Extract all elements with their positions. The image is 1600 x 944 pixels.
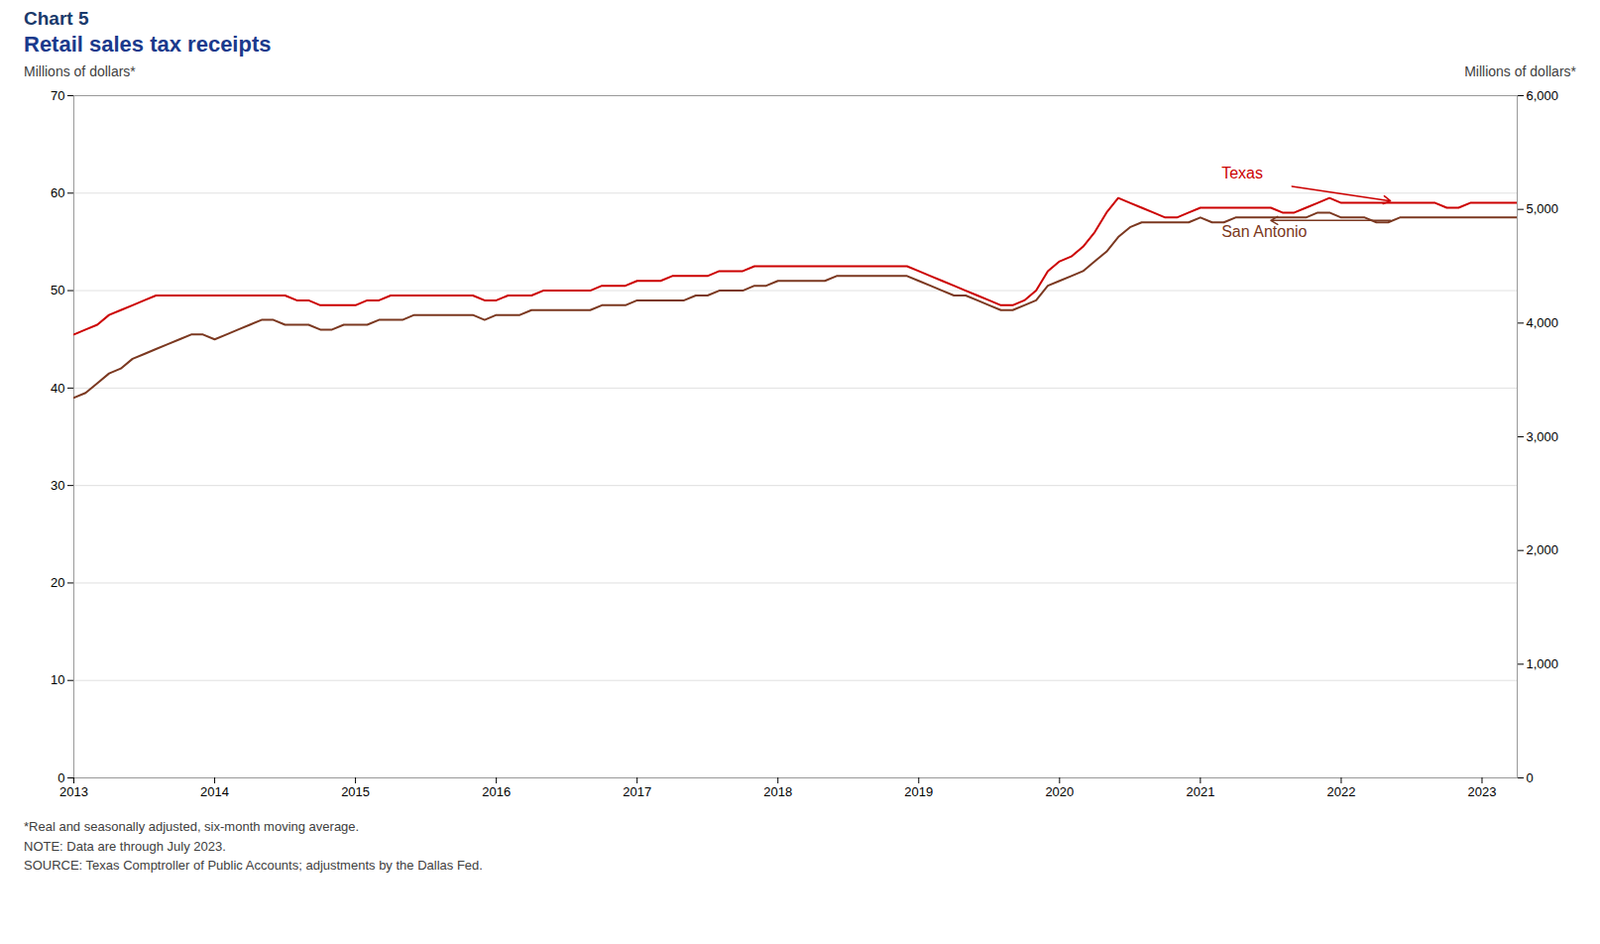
svg-text:1,000: 1,000	[1526, 656, 1560, 672]
svg-text:2020: 2020	[1044, 784, 1074, 800]
svg-text:0: 0	[57, 770, 65, 786]
svg-text:2023: 2023	[1468, 784, 1497, 800]
svg-text:2017: 2017	[622, 784, 652, 800]
html-text:Millions of dollars*: Millions of dollars*	[1464, 63, 1577, 80]
svg-text:2019: 2019	[904, 784, 933, 800]
svg-text:0: 0	[1526, 770, 1534, 786]
svg-text:2015: 2015	[341, 784, 370, 800]
svg-text:2014: 2014	[200, 784, 229, 800]
svg-text:6,000: 6,000	[1526, 88, 1560, 104]
svg-text:50: 50	[50, 282, 65, 298]
svg-text:Texas: Texas	[1221, 164, 1263, 182]
svg-text:10: 10	[50, 672, 65, 687]
svg-text:70: 70	[50, 88, 65, 104]
svg-text:2016: 2016	[481, 784, 511, 800]
svg-text:5,000: 5,000	[1526, 201, 1560, 217]
svg-text:30: 30	[50, 477, 65, 493]
html-text:Chart 5: Chart 5	[23, 7, 89, 29]
html-text:Millions of dollars*: Millions of dollars*	[23, 63, 136, 80]
svg-text:2018: 2018	[763, 784, 793, 800]
svg-text:60: 60	[50, 185, 65, 201]
svg-text:2022: 2022	[1326, 784, 1356, 800]
svg-text:2013: 2013	[59, 784, 89, 800]
svg-text:3,000: 3,000	[1526, 429, 1560, 445]
svg-text:2021: 2021	[1185, 784, 1215, 800]
svg-text:2,000: 2,000	[1526, 542, 1560, 558]
svg-text:20: 20	[50, 574, 65, 590]
html-text:Retail sales tax receipts: Retail sales tax receipts	[23, 31, 272, 57]
svg-text:40: 40	[50, 380, 65, 396]
svg-text:4,000: 4,000	[1526, 315, 1560, 331]
html-text:*Real and seasonally adjusted,: *Real and seasonally adjusted, six-month…	[23, 818, 483, 873]
svg-text:San Antonio: San Antonio	[1221, 223, 1307, 240]
